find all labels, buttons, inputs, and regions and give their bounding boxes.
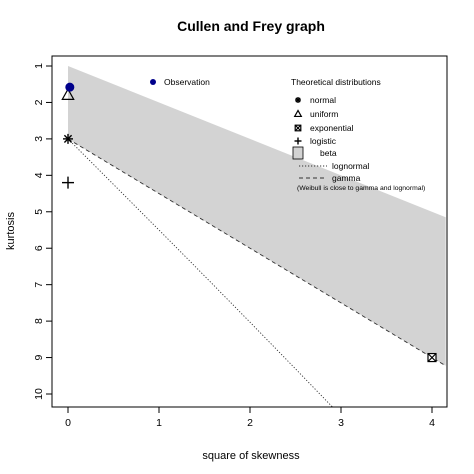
point-exponential xyxy=(427,352,437,363)
observation-point xyxy=(65,82,75,92)
x-axis-label: square of skewness xyxy=(202,450,300,462)
y-tick-label-10: 10 xyxy=(33,388,45,400)
x-tick-label-0: 0 xyxy=(65,417,71,429)
x-tick-label-3: 3 xyxy=(338,417,344,429)
legend-lognormal-label: lognormal xyxy=(332,161,369,171)
plot-area: 0 1 2 3 4 1 2 3 4 5 6 7 8 9 10 xyxy=(33,55,448,429)
y-tick-label-9: 9 xyxy=(33,354,45,360)
gamma-line xyxy=(67,138,446,367)
y-tick-label-6: 6 xyxy=(33,245,45,251)
y-tick-label-7: 7 xyxy=(33,282,45,288)
legend-normal-label: normal xyxy=(310,95,336,105)
legend-beta-label: beta xyxy=(320,148,337,158)
legend-uniform-icon xyxy=(293,109,303,118)
x-tick-label-4: 4 xyxy=(429,417,435,429)
point-logistic xyxy=(62,176,74,189)
legend-beta-icon xyxy=(292,146,304,160)
y-tick-label-1: 1 xyxy=(33,63,45,69)
y-tick-label-4: 4 xyxy=(33,172,45,178)
y-tick-label-8: 8 xyxy=(33,318,45,324)
legend-exponential-icon xyxy=(294,124,302,132)
legend-normal-icon xyxy=(295,97,301,103)
x-tick-label-1: 1 xyxy=(156,417,162,429)
legend-observation-label: Observation xyxy=(164,77,210,87)
point-uniform xyxy=(61,87,75,100)
legend-observation-marker xyxy=(150,79,156,85)
legend-title: Theoretical distributions xyxy=(291,77,381,87)
beta-region xyxy=(68,66,446,366)
y-tick-label-5: 5 xyxy=(33,209,45,215)
point-normal xyxy=(63,133,73,144)
legend-note: (Weibull is close to gamma and lognormal… xyxy=(297,185,425,192)
legend-logistic-icon xyxy=(294,137,302,145)
legend-uniform-label: uniform xyxy=(310,109,338,119)
y-tick-label-2: 2 xyxy=(33,99,45,105)
plot-clip-group xyxy=(67,66,446,407)
legend-logistic-label: logistic xyxy=(310,136,337,146)
legend-gamma-label: gamma xyxy=(332,173,361,183)
legend: Observation Theoretical distributions norm… xyxy=(150,77,425,192)
chart-title: Cullen and Frey graph xyxy=(177,18,325,34)
legend-exponential-label: exponential xyxy=(310,123,354,133)
y-tick-label-3: 3 xyxy=(33,136,45,142)
y-axis-label: kurtosis xyxy=(5,212,17,250)
x-tick-label-2: 2 xyxy=(247,417,253,429)
